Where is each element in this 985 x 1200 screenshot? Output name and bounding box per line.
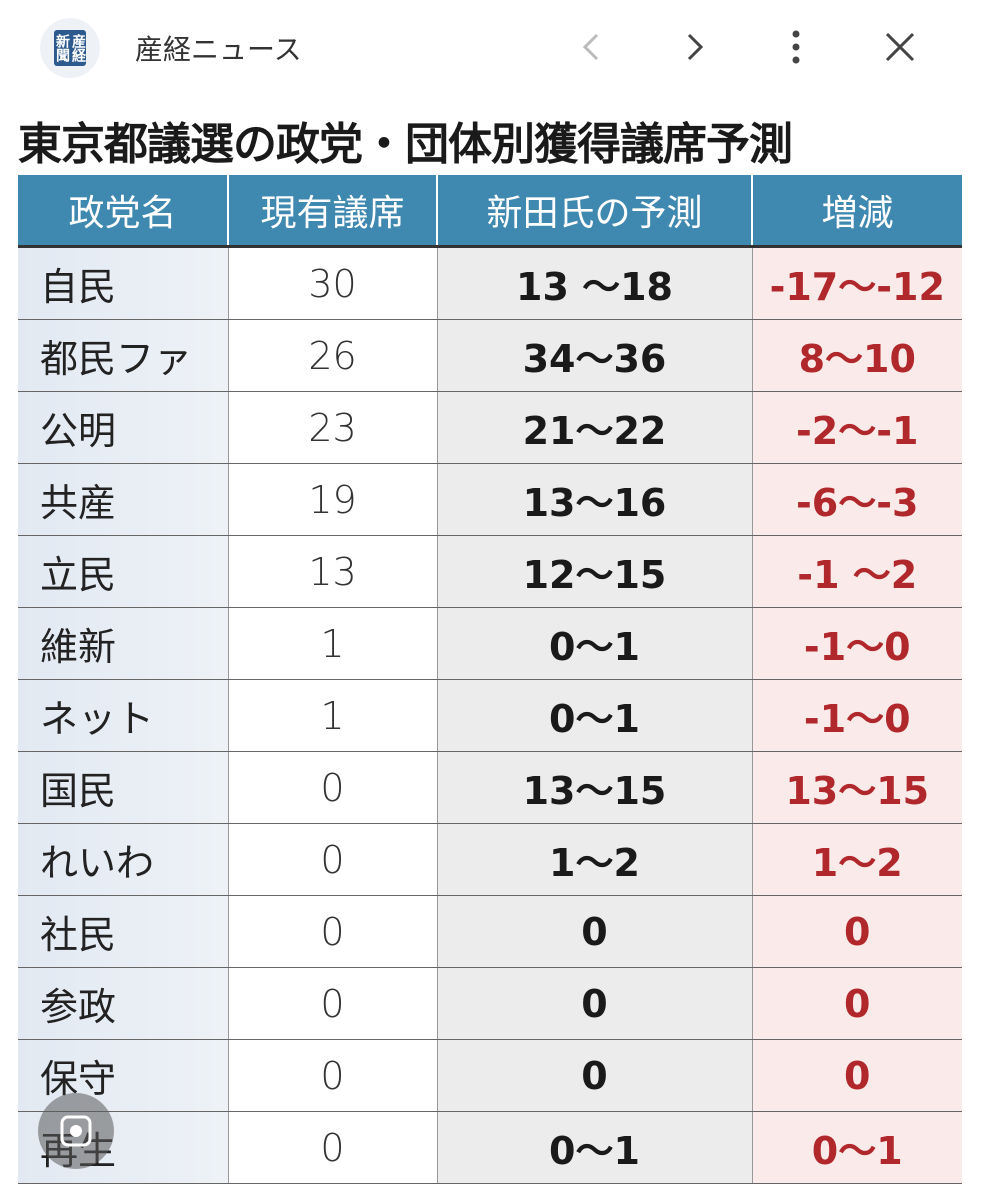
- table-row: ネット 1 0〜1 -1〜0: [18, 679, 962, 752]
- table-cell: 30: [227, 245, 437, 320]
- table-cell: 都民ファ: [18, 319, 228, 392]
- title: 東京都議選の政党・団体別獲得議席予測: [18, 119, 793, 170]
- table-cell: 再生: [18, 1111, 228, 1184]
- table-row: 維新 1 0〜1 -1〜0: [18, 607, 962, 680]
- source-name[interactable]: 産経ニュース: [135, 33, 302, 66]
- table-cell: 23: [227, 391, 437, 464]
- table-cell: 0: [227, 1111, 437, 1184]
- table-cell: -1〜0: [751, 607, 962, 680]
- table-cell: 国民: [18, 751, 228, 824]
- table-cell: 13 〜18: [436, 245, 752, 320]
- forward-button[interactable]: [672, 25, 716, 69]
- table-cell: 0〜1: [436, 607, 752, 680]
- header: 産経新聞 産経ニュース: [0, 0, 985, 95]
- column-header: 政党名: [18, 175, 228, 247]
- table-cell: 21〜22: [436, 391, 752, 464]
- table-cell: -1〜0: [751, 679, 962, 752]
- table-cell: -6〜-3: [751, 463, 962, 536]
- table-cell: 0: [227, 1039, 437, 1112]
- table-cell: 0: [227, 823, 437, 896]
- table-cell: 8〜10: [751, 319, 962, 392]
- table-row: 再生 0 0〜1 0〜1: [18, 1111, 962, 1184]
- table-row: 公明 23 21〜22 -2〜-1: [18, 391, 962, 464]
- table-cell: -17〜-12: [751, 245, 962, 320]
- table: 政党名 現有議席 新田氏の予測 増減 自民 30 13 〜18 -17〜-12 都民ファ 26 3…: [18, 175, 962, 1184]
- table-row: れいわ 0 1〜2 1〜2: [18, 823, 962, 896]
- logo[interactable]: 産経新聞: [40, 18, 100, 78]
- table-cell: ネット: [18, 679, 228, 752]
- table-cell: 社民: [18, 895, 228, 968]
- table-row: 自民 30 13 〜18 -17〜-12: [18, 245, 962, 320]
- table-cell: 0〜1: [436, 1111, 752, 1184]
- close-button[interactable]: [878, 25, 922, 69]
- table-cell: 保守: [18, 1039, 228, 1112]
- table-cell: 共産: [18, 463, 228, 536]
- table-cell: 0: [436, 1039, 752, 1112]
- table-cell: 0: [751, 895, 962, 968]
- table-cell: 維新: [18, 607, 228, 680]
- table-cell: 13〜15: [751, 751, 962, 824]
- table-cell: 13〜16: [436, 463, 752, 536]
- table-cell: 19: [227, 463, 437, 536]
- table-cell: 1: [227, 607, 437, 680]
- table-cell: 34〜36: [436, 319, 752, 392]
- header-row: 政党名 現有議席 新田氏の予測 増減: [18, 175, 962, 247]
- table-cell: 13〜15: [436, 751, 752, 824]
- table-cell: 0〜1: [751, 1111, 962, 1184]
- table-row: 参政 0 0 0: [18, 967, 962, 1040]
- table-cell: 0: [227, 895, 437, 968]
- table-row: 立民 13 12〜15 -1 〜2: [18, 535, 962, 608]
- table-body: 自民 30 13 〜18 -17〜-12 都民ファ 26 34〜36 8〜10 公明 23 21〜2…: [18, 245, 962, 1184]
- table-cell: 0: [227, 751, 437, 824]
- table-cell: 0: [751, 1039, 962, 1112]
- table-cell: 1: [227, 679, 437, 752]
- column-header: 増減: [751, 175, 962, 247]
- table-cell: -2〜-1: [751, 391, 962, 464]
- logo-text: 産経新聞: [54, 30, 86, 66]
- table-cell: 参政: [18, 967, 228, 1040]
- table-cell: 0〜1: [436, 679, 752, 752]
- table-row: 社民 0 0 0: [18, 895, 962, 968]
- table-row: 都民ファ 26 34〜36 8〜10: [18, 319, 962, 392]
- table-row: 国民 0 13〜15 13〜15: [18, 751, 962, 824]
- table-cell: 1〜2: [751, 823, 962, 896]
- menu-button[interactable]: [774, 25, 818, 69]
- table-cell: 26: [227, 319, 437, 392]
- table-cell: 0: [227, 967, 437, 1040]
- table-cell: 12〜15: [436, 535, 752, 608]
- table-cell: れいわ: [18, 823, 228, 896]
- column-header: 新田氏の予測: [436, 175, 752, 247]
- table-cell: 0: [436, 967, 752, 1040]
- back-button[interactable]: [570, 25, 614, 69]
- table-cell: 立民: [18, 535, 228, 608]
- column-header: 現有議席: [227, 175, 437, 247]
- table-cell: 1〜2: [436, 823, 752, 896]
- table-cell: 13: [227, 535, 437, 608]
- table-cell: 公明: [18, 391, 228, 464]
- lens-button[interactable]: [38, 1093, 114, 1169]
- table-row: 保守 0 0 0: [18, 1039, 962, 1112]
- table-row: 共産 19 13〜16 -6〜-3: [18, 463, 962, 536]
- table-cell: 自民: [18, 245, 228, 320]
- table-cell: 0: [751, 967, 962, 1040]
- table-cell: -1 〜2: [751, 535, 962, 608]
- table-cell: 0: [436, 895, 752, 968]
